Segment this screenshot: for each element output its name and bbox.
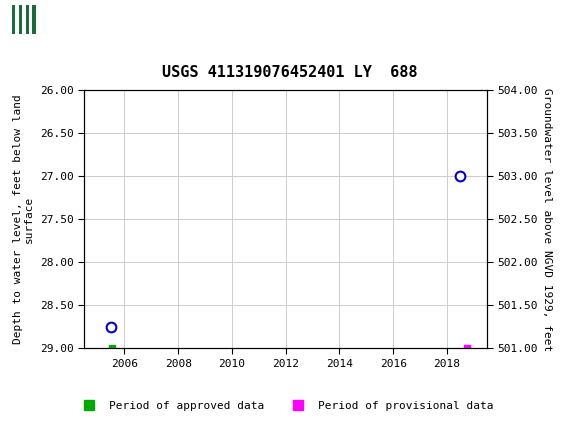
Bar (32, 5, 36, 34)
Bar (19, 5, 22, 34)
Bar (26, 5, 29, 34)
Legend: Period of approved data, Period of provisional data: Period of approved data, Period of provi… (74, 396, 498, 415)
FancyBboxPatch shape (9, 5, 46, 34)
Text: USGS: USGS (52, 10, 96, 28)
Y-axis label: Groundwater level above NGVD 1929, feet: Groundwater level above NGVD 1929, feet (542, 88, 552, 351)
Y-axis label: Depth to water level, feet below land
surface: Depth to water level, feet below land su… (13, 95, 34, 344)
Text: USGS 411319076452401 LY  688: USGS 411319076452401 LY 688 (162, 64, 418, 80)
Bar (12, 5, 15, 34)
